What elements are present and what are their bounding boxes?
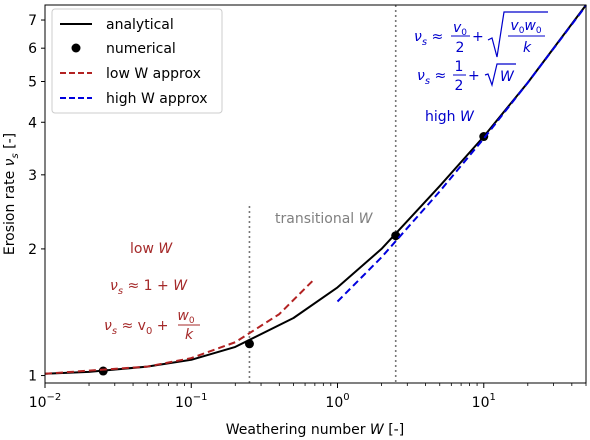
legend-numerical-label: numerical [106, 41, 176, 57]
legend-numerical-swatch [71, 43, 81, 53]
y-tick-label-3: 4 [28, 115, 37, 131]
high-w-eq2-sqrt-sign [484, 63, 516, 88]
legend-box [51, 8, 223, 114]
x-tick-label-3: 101 [472, 392, 496, 411]
y-tick-label-0: 1 [28, 369, 37, 385]
high-w-eq1-frac-den: 2 [456, 40, 465, 56]
high-w-title: high W [425, 109, 475, 125]
legend-high-w-label: high W approx [106, 91, 208, 107]
y-tick-label-2: 3 [28, 168, 37, 184]
x-tick-label-1: 10−1 [175, 392, 208, 411]
numerical-point-2 [391, 231, 401, 241]
plot-frame [44, 4, 587, 384]
series-layer [44, 4, 587, 376]
low-w-fraction-denominator: k [185, 327, 194, 343]
vertical-reference-lines [248, 5, 397, 383]
high-w-eq1-sqrt-den: k [523, 40, 532, 56]
high-w-eq2-frac-num: 1 [455, 59, 464, 75]
x-axis-label: Weathering number W [-] [226, 422, 404, 438]
high-w-eq2-sqrt-arg: W [500, 69, 515, 85]
legend-analytical-label: analytical [106, 17, 174, 33]
axis-ticks: 10−2 10−1 100 101 1 2 3 4 5 6 7 [28, 13, 587, 411]
y-tick-label-1: 2 [28, 242, 37, 258]
high-w-equation-1-lhs: νs ≈ [414, 29, 443, 48]
high-w-eq1-plus: + [472, 29, 484, 45]
y-tick-label-6: 7 [28, 13, 37, 29]
numerical-point-0 [98, 366, 108, 376]
series-low-w-approx-line [44, 277, 316, 375]
x-tick-label-0: 10−2 [29, 392, 62, 411]
y-tick-label-4: 5 [28, 74, 37, 90]
high-w-eq2-frac-den: 2 [455, 78, 464, 94]
x-tick-label-2: 100 [325, 392, 349, 411]
low-w-title: low W [130, 241, 173, 257]
low-w-equation-2: νs ≈ v0 + [104, 318, 169, 337]
high-w-eq1-sqrt-num: v0w0 [510, 18, 541, 36]
high-w-equation-2-lhs: νs ≈ [417, 68, 446, 87]
y-axis-label: Erosion rate νs [-] [2, 133, 21, 255]
legend: analytical numerical low W approx high W… [51, 8, 223, 114]
low-w-equation-1: νs ≈ 1 + W [110, 278, 188, 297]
transitional-annotation: transitional W [275, 211, 374, 227]
high-w-eq2-plus: + [468, 68, 480, 84]
legend-low-w-label: low W approx [106, 66, 201, 82]
high-w-annotation: νs ≈ v0 2 + v0w0 k νs ≈ 1 2 + W high W [414, 11, 548, 125]
low-w-annotation: low W νs ≈ 1 + W νs ≈ v0 + w0 k [104, 241, 200, 343]
high-w-eq1-sqrt-sign [487, 11, 548, 58]
numerical-point-1 [244, 339, 254, 349]
low-w-fraction-numerator: w0 [177, 308, 194, 326]
high-w-eq1-frac-num: v0 [453, 20, 467, 38]
y-tick-label-5: 6 [28, 41, 37, 57]
